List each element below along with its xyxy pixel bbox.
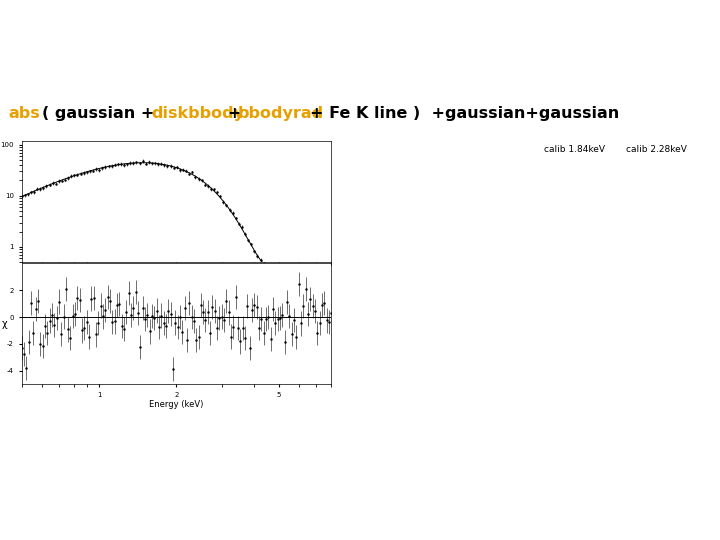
Text: Data analysis: Data analysis (318, 518, 402, 532)
Y-axis label: χ: χ (1, 319, 7, 329)
Text: + Fe K line )  +gaussian+gaussian: + Fe K line ) +gaussian+gaussian (310, 106, 619, 121)
Text: 6: 6 (14, 518, 25, 532)
Text: diskbbody: diskbbody (151, 106, 244, 121)
Text: ( gaussian +: ( gaussian + (42, 106, 154, 121)
Text: calib 2.28keV: calib 2.28keV (626, 145, 688, 154)
Text: abs: abs (9, 106, 40, 121)
Text: calib 1.84keV: calib 1.84keV (544, 145, 605, 154)
Text: Evolution of spectrum fit: Evolution of spectrum fit (222, 19, 498, 40)
X-axis label: Energy (keV): Energy (keV) (149, 401, 204, 409)
Text: bbodyrad: bbodyrad (238, 106, 324, 121)
Text: +: + (227, 106, 240, 121)
Text: Emission 1keV: Emission 1keV (47, 160, 127, 170)
